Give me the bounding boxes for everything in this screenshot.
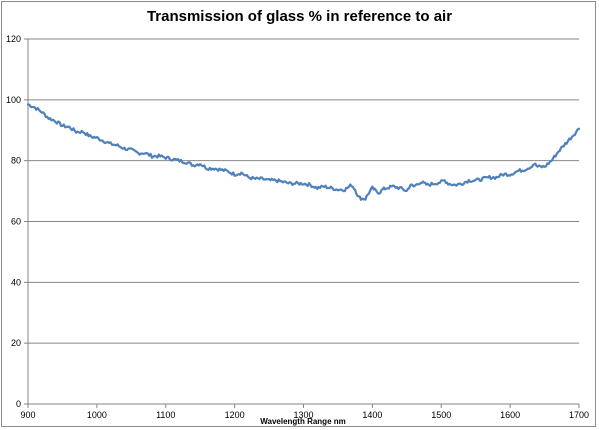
x-tick-label: 1500 (431, 410, 451, 420)
y-tick-label: 0 (16, 399, 21, 409)
y-tick-label: 20 (11, 338, 21, 348)
x-tick-label: 1600 (500, 410, 520, 420)
x-axis-ticks: 900 1000 1100 1200 1300 1400 1500 1600 1700 (20, 404, 589, 420)
series-line (26, 103, 581, 201)
y-tick-label: 80 (11, 156, 21, 166)
y-tick-label: 40 (11, 277, 21, 287)
y-tick-label: 60 (11, 217, 21, 227)
x-tick-label: 1100 (156, 410, 175, 420)
gridlines (28, 38, 579, 344)
x-tick-label: 1000 (87, 410, 107, 420)
chart-title: Transmission of glass % in reference to … (146, 8, 453, 25)
y-tick-label: 100 (6, 95, 21, 105)
x-tick-label: 1700 (569, 410, 589, 420)
y-axis-ticks: 0 20 40 60 80 100 120 (6, 34, 28, 409)
series-layer (26, 103, 581, 201)
y-tick-label: 120 (6, 34, 21, 44)
x-tick-label: 1300 (293, 410, 313, 420)
x-tick-label: 1400 (362, 410, 382, 420)
x-axis-title: Wavelength Range nm (260, 417, 346, 426)
x-tick-label: 900 (20, 410, 35, 420)
x-tick-label: 1200 (225, 410, 245, 420)
